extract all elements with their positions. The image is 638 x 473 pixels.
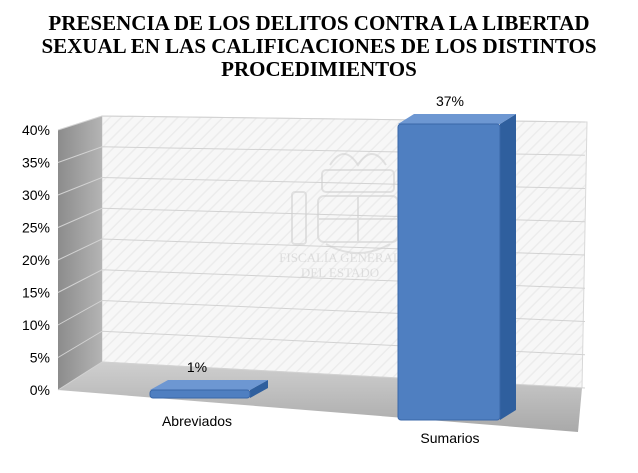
y-tick-label: 10%: [22, 317, 50, 333]
y-axis-ticks: 0% 5% 10% 15% 20% 25% 30% 35% 40%: [22, 122, 50, 398]
category-label: Sumarios: [420, 430, 479, 446]
y-tick-label: 30%: [22, 187, 50, 203]
watermark-seal: FISCALÍA GENERAL DEL ESTADO: [279, 153, 425, 280]
bars: [149, 114, 516, 421]
y-tick-label: 40%: [22, 122, 50, 138]
bar-abreviados: [149, 380, 268, 399]
data-label: 1%: [187, 359, 207, 375]
bar-side-face: [250, 380, 268, 398]
watermark-line-2: DEL ESTADO: [301, 265, 379, 280]
chart-title: PRESENCIA DE LOS DELITOS CONTRA LA LIBER…: [20, 12, 618, 81]
bar-top-face: [150, 380, 268, 390]
bar-sumarios: [397, 114, 516, 421]
bar-top-face: [398, 114, 516, 124]
bar-front-face: [149, 389, 251, 399]
y-tick-label: 0%: [30, 382, 50, 398]
y-tick-label: 35%: [22, 155, 50, 171]
chart-title-line-2: SEXUAL EN LAS CALIFICACIONES DE LOS DIST…: [41, 34, 597, 58]
bar-front-face: [397, 123, 501, 421]
y-tick-label: 15%: [22, 285, 50, 301]
y-tick-label: 5%: [30, 350, 50, 366]
chart-title-line-1: PRESENCIA DE LOS DELITOS CONTRA LA LIBER…: [48, 11, 590, 35]
watermark-line-1: FISCALÍA GENERAL: [279, 250, 401, 265]
y-tick-label: 25%: [22, 220, 50, 236]
labels: 1% Abreviados 37% Sumarios: [162, 93, 480, 446]
bar-side-face: [500, 114, 516, 420]
side-wall: [58, 116, 102, 390]
category-label: Abreviados: [162, 413, 232, 429]
y-tick-label: 20%: [22, 252, 50, 268]
data-label: 37%: [436, 93, 464, 109]
chart-title-line-3: PROCEDIMIENTOS: [221, 57, 417, 81]
